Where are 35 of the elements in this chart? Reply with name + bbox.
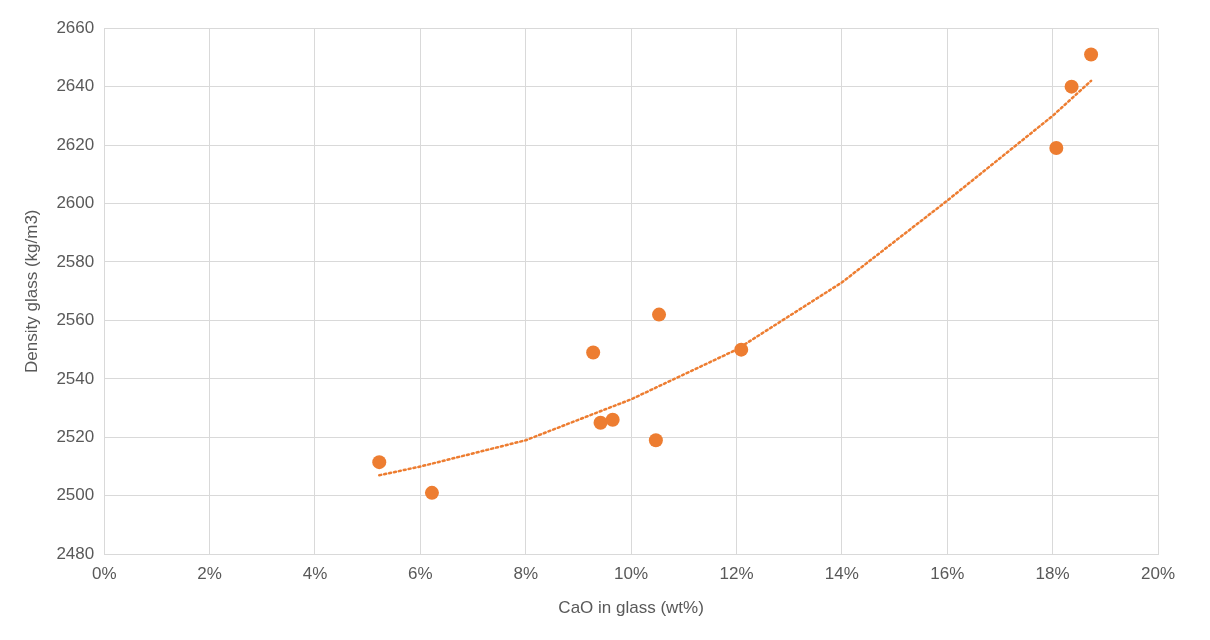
point: [593, 415, 608, 430]
point: [734, 342, 749, 357]
y-tick-label: 2520: [56, 427, 95, 446]
point: [1064, 79, 1079, 94]
y-tick-label: 2580: [56, 251, 95, 271]
point: [424, 485, 439, 500]
y-tick-label: 2620: [56, 134, 95, 154]
x-tick-label: 14%: [824, 564, 859, 584]
y-tick-label: 2500: [56, 485, 95, 505]
line-series: [378, 79, 1093, 477]
point: [586, 345, 601, 360]
point: [1084, 47, 1099, 62]
x-tick-label: 4%: [302, 564, 328, 584]
x-axis-title: CaO in glass (wt%): [558, 598, 704, 618]
x-tick-label: 0%: [91, 564, 117, 584]
y-tick-label: 2480: [56, 543, 95, 563]
x-tick-label: 20%: [1140, 564, 1176, 584]
point: [372, 455, 387, 470]
x-tick-label: 2%: [197, 564, 222, 584]
x-tick-label: 16%: [930, 564, 965, 584]
x-tick-label: 8%: [513, 564, 539, 584]
point: [605, 412, 620, 427]
x-tick-label: 12%: [719, 564, 754, 584]
point: [652, 307, 667, 322]
y-tick-label: 2600: [56, 193, 95, 213]
y-tick-label: 2560: [56, 310, 95, 330]
point: [648, 433, 663, 448]
x-tick-label: 10%: [614, 564, 649, 584]
y-tick-label: 2640: [56, 76, 95, 96]
x-tick-label: 18%: [1035, 564, 1070, 584]
y-axis-title: Density glass (kg/m3): [21, 209, 41, 373]
point: [1049, 141, 1064, 156]
y-tick-label: 2660: [56, 17, 95, 37]
x-tick-label: 6%: [408, 564, 433, 584]
y-tick-label: 2540: [56, 368, 95, 388]
